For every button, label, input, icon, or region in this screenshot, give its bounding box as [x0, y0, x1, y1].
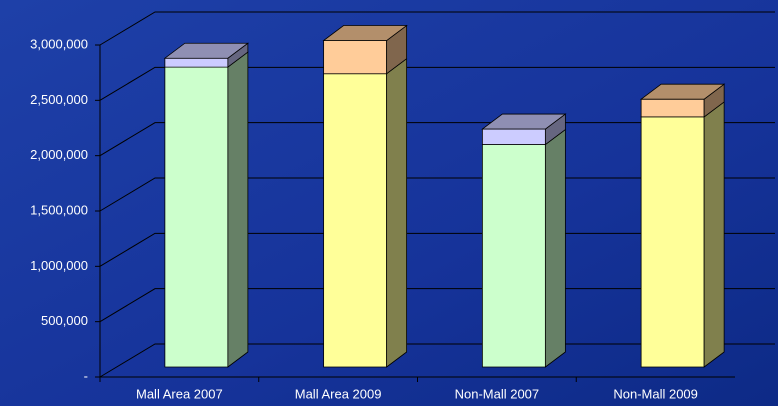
y-tick-label: 1,500,000: [30, 202, 88, 217]
grid-line: [99, 177, 775, 212]
x-tick-label: Non-Mall 2007: [455, 386, 540, 401]
y-tick-label: 2,000,000: [30, 147, 88, 162]
grid-line: [99, 343, 775, 378]
bar-side: [703, 101, 725, 368]
x-tick-label: Non-Mall 2009: [613, 386, 698, 401]
bar-segment: [640, 101, 725, 368]
bar-top: [322, 25, 408, 41]
bar-segment: [322, 24, 408, 75]
grid-line: [99, 232, 775, 267]
bar-front: [164, 66, 229, 368]
y-tick-label: 1,000,000: [30, 258, 88, 273]
x-tick-label: Mall Area 2007: [136, 386, 223, 401]
bar-top: [163, 42, 250, 59]
grid-line: [99, 288, 775, 323]
bar-front: [164, 57, 229, 68]
grid-line: [99, 11, 775, 46]
bar-top: [639, 83, 726, 100]
bar-front: [481, 128, 546, 145]
bar-front: [640, 116, 705, 368]
bar-segment: [481, 113, 567, 146]
y-tick-label: 500,000: [41, 313, 88, 328]
bar-top: [481, 113, 567, 130]
bar-segment: [481, 128, 566, 368]
y-tick-label: 3,000,000: [30, 36, 88, 51]
x-tick-label: Mall Area 2009: [295, 386, 382, 401]
grid-line: [99, 66, 775, 101]
bar-front: [640, 98, 705, 118]
bar-segment: [323, 57, 408, 368]
bar-front: [481, 144, 546, 368]
bar-segment: [163, 42, 250, 68]
bar-front: [323, 40, 388, 75]
bar-segment: [639, 83, 726, 118]
bar-side: [227, 51, 249, 368]
bar-front: [323, 73, 388, 368]
bar-side: [544, 128, 566, 368]
y-tick-label: 2,500,000: [30, 92, 88, 107]
bar-segment: [164, 51, 249, 368]
bar-side: [386, 57, 408, 368]
y-tick-label: -: [84, 368, 88, 383]
grid-line: [99, 122, 775, 157]
